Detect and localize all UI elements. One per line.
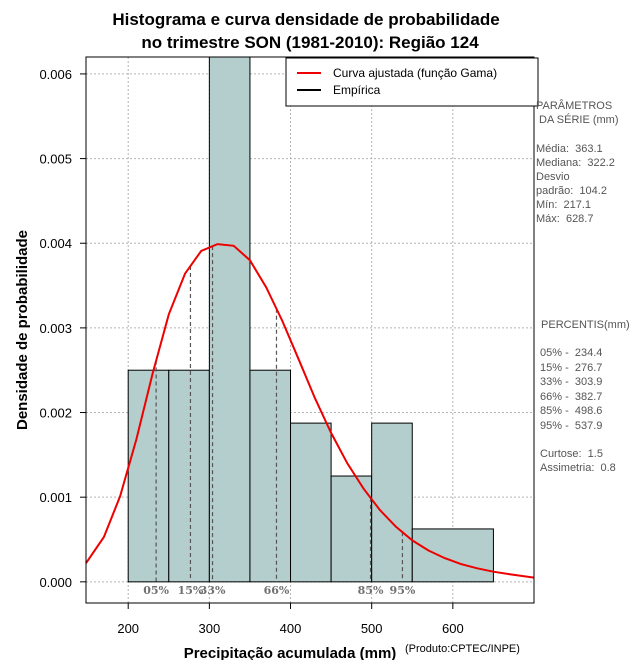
- y-tick-label-3: 0.003: [39, 321, 72, 336]
- x-tick-label-4: 600: [442, 621, 464, 636]
- percentile-label-5: 95%: [390, 584, 416, 597]
- y-tick-label-4: 0.004: [39, 236, 72, 251]
- chart-title-line-2: no trimestre SON (1981-2010): Região 124: [141, 33, 479, 52]
- percentil-33: 33% - 303.9: [540, 376, 602, 388]
- params-title-1: PARÂMETROS: [536, 99, 612, 112]
- stat-max: Máx: 628.7: [536, 213, 593, 225]
- legend-box: [285, 57, 539, 107]
- histogram-bar-5: [330, 475, 373, 583]
- stat-padrao: padrão: 104.2: [536, 185, 607, 197]
- percentil-15: 15% - 276.7: [540, 362, 602, 374]
- histogram-bar-7: [411, 528, 494, 583]
- params-title-2: DA SÉRIE (mm): [536, 113, 619, 126]
- x-tick-label-2: 400: [280, 621, 302, 636]
- percentile-lines: [155, 246, 404, 582]
- histogram-bar-3: [249, 369, 292, 583]
- histogram-bar-2: [208, 56, 251, 583]
- legend-empirical-label: Empírica: [333, 83, 381, 97]
- y-tick-label-2: 0.002: [39, 406, 72, 421]
- y-axis-label: Densidade de probabilidade: [14, 230, 31, 430]
- y-tick-label-0: 0.000: [39, 575, 72, 590]
- y-tick-label-1: 0.001: [39, 490, 72, 505]
- side-panel: PARÂMETROS DA SÉRIE (mm) Média: 363.1 Me…: [536, 99, 630, 474]
- histogram-bar-0: [127, 369, 170, 583]
- chart-title-line-1: Histograma e curva densidade de probabil…: [112, 10, 499, 29]
- percentile-labels: 05% 15%33% 66% 85% 95%: [143, 584, 416, 597]
- stat-min: Mín: 217.1: [536, 199, 591, 211]
- stat-mediana: Mediana: 322.2: [536, 157, 615, 169]
- percentile-label-2: 33%: [200, 584, 226, 597]
- stat-assimetria: Assimetria: 0.8: [540, 462, 616, 474]
- plot-frame: [85, 56, 535, 604]
- x-axis-label: Precipitação acumulada (mm): [184, 645, 397, 660]
- percentil-85: 85% - 498.6: [540, 405, 602, 417]
- stat-desvio: Desvio: [536, 171, 570, 183]
- fitted-gamma-curve: [85, 243, 535, 579]
- percentil-95: 95% - 537.9: [540, 420, 602, 432]
- histogram-bar-4: [290, 422, 332, 583]
- y-tick-label-5: 0.005: [39, 152, 72, 167]
- credit-text: (Produto:CPTEC/INPE): [405, 643, 520, 655]
- percentis-title: PERCENTIS(mm): [538, 319, 630, 331]
- percentil-66: 66% - 382.7: [540, 391, 602, 403]
- x-axis-ticks: 200 300 400 500 600: [117, 603, 464, 636]
- x-tick-label-0: 200: [117, 621, 139, 636]
- stat-media: Média: 363.1: [536, 143, 603, 155]
- legend: Curva ajustada (função Gama) Empírica: [285, 57, 539, 107]
- y-tick-label-6: 0.006: [39, 67, 72, 82]
- percentile-label-4: 85%: [358, 584, 384, 597]
- percentile-label-1: 15%: [178, 584, 204, 597]
- percentile-label-0: 05%: [143, 584, 169, 597]
- percentile-label-3: 66%: [264, 584, 290, 597]
- x-tick-label-3: 500: [361, 621, 383, 636]
- histogram-bar-6: [371, 422, 413, 583]
- histogram-bars: [127, 56, 494, 583]
- stat-curtose: Curtose: 1.5: [540, 448, 603, 460]
- histogram-bar-1: [168, 369, 210, 583]
- y-axis-ticks: 0.000 0.001 0.002 0.003 0.004 0.005 0.006: [39, 67, 86, 590]
- legend-fitted-label: Curva ajustada (função Gama): [333, 66, 497, 80]
- percentil-05: 05% - 234.4: [540, 347, 602, 359]
- x-tick-label-1: 300: [199, 621, 221, 636]
